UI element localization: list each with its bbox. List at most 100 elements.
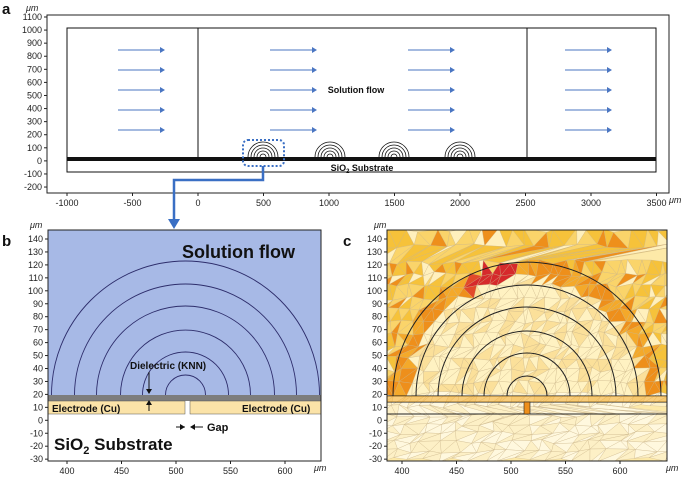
- panel-a-x-tick-label: 2000: [450, 198, 470, 208]
- panel-b-y-tick-label: 20: [33, 389, 43, 399]
- panel-c-y-axis: 1401301201101009080706050403020100-10-20…: [367, 234, 387, 464]
- panel-c-y-tick-label: 20: [372, 389, 382, 399]
- mesh-element: [660, 324, 667, 334]
- flow-arrow-head: [160, 107, 165, 113]
- flow-arrow-head: [312, 87, 317, 93]
- sensor-dome-arc: [390, 153, 398, 158]
- panel-b-x-unit: μm: [313, 463, 327, 473]
- mesh-element: [668, 356, 680, 371]
- mesh-gap: [523, 401, 531, 415]
- mesh-arc-boundary: [415, 284, 639, 397]
- mesh-element: [663, 380, 667, 389]
- panel-a-x-tick-label: 3000: [581, 198, 601, 208]
- mesh-element: [648, 451, 667, 461]
- mesh-arc-boundary: [437, 306, 617, 397]
- flow-arrow-head: [450, 107, 455, 113]
- mesh-element: [666, 440, 667, 442]
- mesh-element: [666, 423, 667, 424]
- panel-b-x-tick-label: 500: [168, 466, 183, 476]
- mesh-element: [669, 440, 680, 451]
- panel-c-x-tick-label: 550: [558, 466, 573, 476]
- mesh-element: [596, 403, 667, 414]
- panel-a-x-tick-label: 500: [256, 198, 271, 208]
- dielectric-pointer-head: [146, 389, 152, 394]
- mesh-triangles: [387, 229, 685, 461]
- sensor-dome-arc: [256, 150, 270, 158]
- sensor-domes: [247, 141, 476, 158]
- panel-a-x-tick-label: 2500: [515, 198, 535, 208]
- dielectric-contour-arcs: [51, 260, 320, 396]
- panel-a-y-tick-label: 1100: [23, 12, 42, 22]
- flow-arrow-head: [607, 127, 612, 133]
- panel-c-y-tick-label: 70: [372, 325, 382, 335]
- panel-b-x-axis: 400 450 500 550 600: [59, 461, 293, 476]
- sensor-dome-arc: [247, 141, 279, 158]
- panel-c-y-tick-label: 80: [372, 312, 382, 322]
- panel-a-x-tick-label: 3500: [646, 198, 666, 208]
- panel-a-y-tick-label: 300: [27, 117, 42, 127]
- panel-b-y-tick-label: 30: [33, 376, 43, 386]
- sensor-dome-arc: [326, 153, 334, 158]
- flow-domain-box: [66, 27, 657, 173]
- sensor-dome-arc: [317, 144, 343, 158]
- panel-c-y-tick-label: -30: [369, 454, 382, 464]
- flow-arrow-head: [450, 47, 455, 53]
- panel-a-x-tick-label: 1000: [319, 198, 339, 208]
- panel-c: c μm 1401301201101009080706050403020100-…: [343, 220, 685, 476]
- panel-a-y-tick-label: 900: [27, 38, 42, 48]
- panel-c-x-tick-label: 400: [394, 466, 409, 476]
- panel-b-y-axis: 1401301201101009080706050403020100-10-20…: [28, 234, 48, 464]
- dielectric-layer: [48, 395, 321, 401]
- panel-b-y-tick-label: 10: [33, 402, 43, 412]
- panel-b-y-tick-label: 130: [28, 247, 43, 257]
- panel-b-y-tick-label: 120: [28, 260, 43, 270]
- panel-b-flow-label: Solution flow: [182, 242, 296, 262]
- panel-a-y-tick-label: 100: [27, 143, 42, 153]
- panel-c-y-tick-label: 140: [367, 234, 382, 244]
- panel-b-plot-frame: [47, 229, 322, 462]
- panel-b-y-tick-label: 0: [38, 415, 43, 425]
- panel-c-y-tick-label: 30: [372, 376, 382, 386]
- mesh-element: [666, 355, 667, 361]
- panel-b-x-tick-label: 600: [277, 466, 292, 476]
- mesh-element: [663, 370, 667, 382]
- panel-b-y-tick-label: -20: [30, 441, 43, 451]
- panel-b-y-tick-label: 40: [33, 364, 43, 374]
- sensor-dome-arc: [450, 147, 470, 158]
- mesh-element: [673, 422, 685, 434]
- panel-a-x-tick-label: -1000: [55, 198, 78, 208]
- gap-arrow-left-head: [180, 424, 185, 430]
- flow-arrow-head: [450, 87, 455, 93]
- sensor-dome-arc: [456, 153, 464, 158]
- panel-c-x-tick-label: 500: [503, 466, 518, 476]
- sensor-dome-arc: [314, 141, 346, 158]
- mesh-element: [670, 229, 683, 245]
- mesh-element: [659, 297, 667, 310]
- flow-arrow-head: [312, 47, 317, 53]
- mesh-element: [670, 380, 676, 396]
- panel-c-y-tick-label: 60: [372, 338, 382, 348]
- panel-c-label: c: [343, 233, 351, 250]
- panel-a-y-tick-label: 0: [37, 156, 42, 166]
- flow-arrow-head: [607, 87, 612, 93]
- panel-a-y-tick-label: -200: [24, 182, 42, 192]
- sensor-dome-arc: [259, 153, 267, 158]
- sensor-dome-arc: [320, 147, 340, 158]
- dielectric-label: Dielectric (KNN): [130, 361, 206, 372]
- flow-arrow-head: [160, 127, 165, 133]
- zoom-connector-arrowhead: [168, 219, 180, 229]
- panel-a-substrate-label: SiO2 Substrate: [331, 163, 394, 175]
- panel-a-y-tick-label: 700: [27, 64, 42, 74]
- panel-c-x-axis: 400 450 500 550 600: [394, 461, 628, 476]
- panel-b-y-tick-label: 80: [33, 312, 43, 322]
- sensor-dome-arc: [378, 141, 410, 158]
- panel-a: a μm 11001000900800700600500400300200100…: [2, 1, 682, 229]
- mesh-boundaries: [387, 261, 667, 415]
- dielectric-arc: [142, 351, 229, 396]
- mesh-element: [665, 421, 667, 425]
- panel-c-y-tick-label: 40: [372, 364, 382, 374]
- mesh-element: [665, 423, 667, 426]
- panel-b-y-tick-label: 90: [33, 299, 43, 309]
- sensor-dome-arc: [253, 147, 273, 158]
- flow-arrow-head: [607, 107, 612, 113]
